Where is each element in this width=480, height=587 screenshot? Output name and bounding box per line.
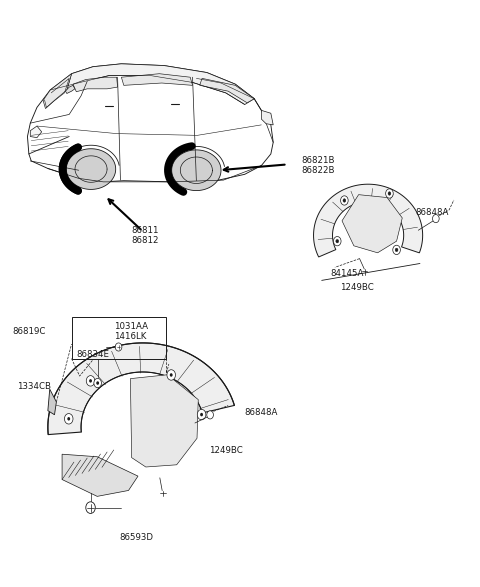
- Circle shape: [341, 196, 348, 205]
- Circle shape: [388, 192, 391, 195]
- Text: 86593D: 86593D: [119, 533, 153, 542]
- Polygon shape: [172, 150, 221, 191]
- Polygon shape: [342, 195, 402, 253]
- Text: 86834E: 86834E: [76, 350, 109, 359]
- Text: 84145A: 84145A: [330, 269, 363, 278]
- Polygon shape: [43, 74, 72, 109]
- Circle shape: [432, 214, 439, 222]
- Polygon shape: [48, 343, 234, 434]
- Circle shape: [393, 245, 400, 255]
- Polygon shape: [313, 184, 423, 257]
- Text: 86811
86812: 86811 86812: [131, 225, 158, 245]
- Text: 86819C: 86819C: [12, 327, 46, 336]
- Circle shape: [200, 413, 203, 416]
- Text: 1334CB: 1334CB: [17, 382, 51, 391]
- Polygon shape: [200, 79, 254, 103]
- Circle shape: [89, 379, 92, 383]
- Circle shape: [336, 239, 339, 243]
- Polygon shape: [121, 74, 192, 85]
- Polygon shape: [131, 375, 198, 467]
- Circle shape: [86, 376, 95, 386]
- Circle shape: [94, 379, 101, 387]
- Circle shape: [115, 343, 122, 351]
- Bar: [72, 317, 167, 359]
- Text: 86848A: 86848A: [245, 408, 278, 417]
- Text: 1249BC: 1249BC: [209, 446, 243, 455]
- Text: 1249BC: 1249BC: [340, 283, 373, 292]
- Polygon shape: [66, 149, 116, 190]
- Circle shape: [67, 417, 70, 420]
- Circle shape: [96, 382, 99, 385]
- Polygon shape: [65, 85, 75, 93]
- Circle shape: [343, 199, 346, 202]
- Polygon shape: [27, 64, 273, 182]
- Polygon shape: [62, 454, 138, 497]
- Polygon shape: [48, 389, 56, 415]
- Polygon shape: [30, 126, 42, 138]
- Circle shape: [86, 502, 96, 514]
- Circle shape: [385, 189, 393, 198]
- Circle shape: [197, 409, 206, 420]
- Circle shape: [395, 248, 398, 252]
- Text: 86848A: 86848A: [416, 208, 449, 217]
- Polygon shape: [73, 77, 118, 92]
- Text: 86821B
86822B: 86821B 86822B: [301, 156, 335, 176]
- Text: 1031AA
1416LK: 1031AA 1416LK: [114, 322, 148, 341]
- Circle shape: [167, 370, 176, 380]
- Polygon shape: [261, 110, 273, 125]
- Circle shape: [207, 411, 214, 419]
- Circle shape: [170, 373, 173, 377]
- Circle shape: [64, 414, 73, 424]
- Circle shape: [334, 237, 341, 246]
- Polygon shape: [67, 64, 254, 104]
